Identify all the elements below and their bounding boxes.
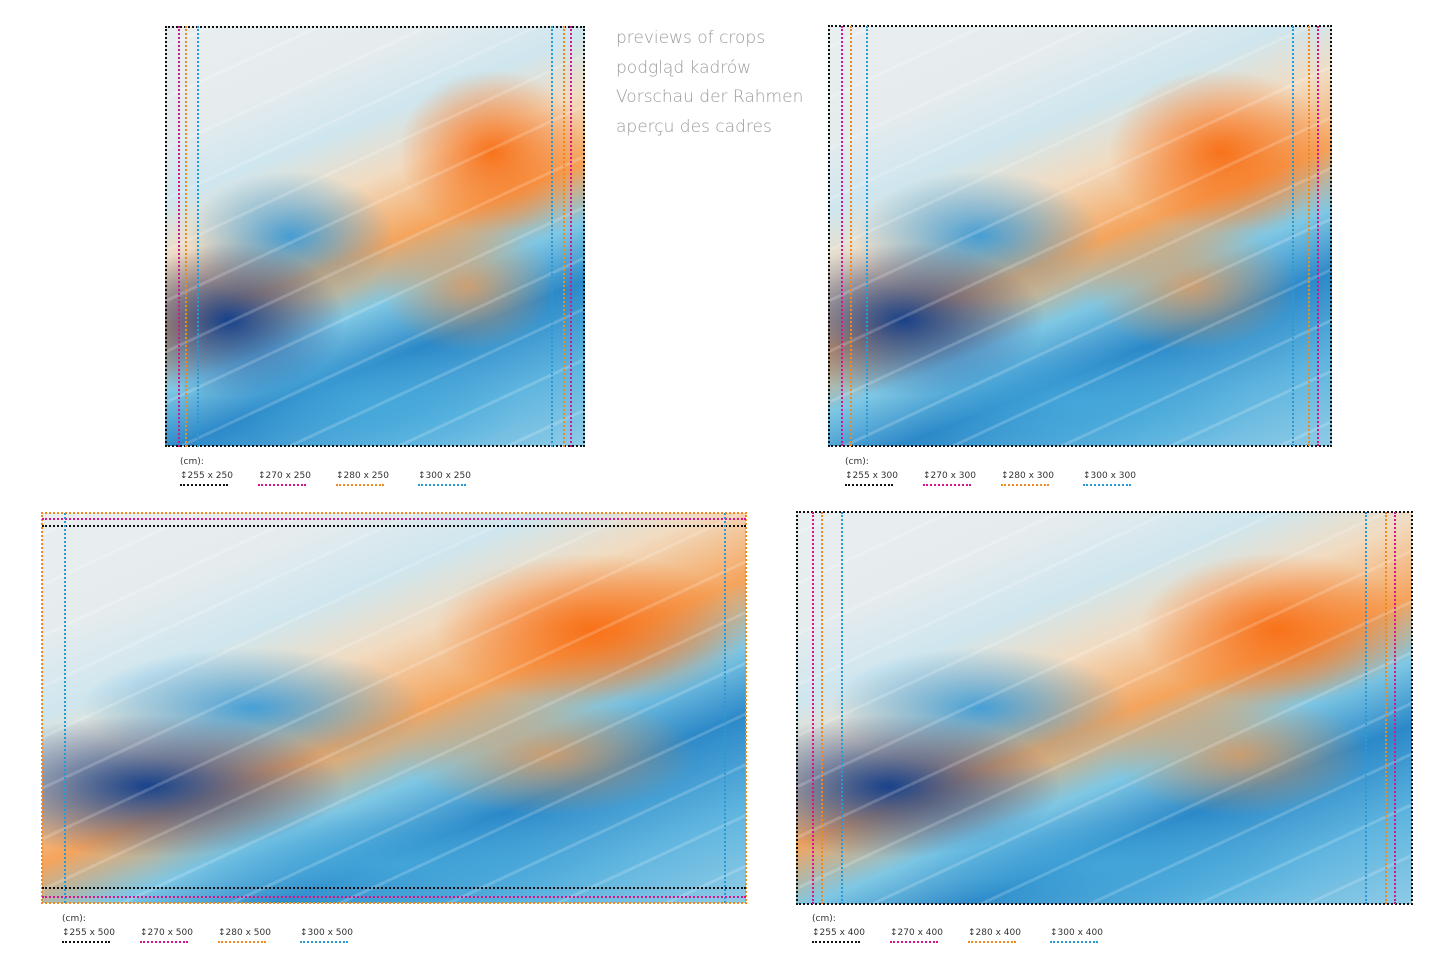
size-legend: (cm): ↕255 x 500 ↕270 x 500 ↕280 x 500 ↕… [62,914,362,950]
size-item-magenta: ↕270 x 400 [890,928,943,943]
crop-frame-orange [821,512,1387,904]
crop-frame-magenta [178,26,572,447]
crop-frame-orange [850,26,1310,446]
arrows-icon: ↕ [300,928,308,938]
size-item-orange: ↕280 x 400 [968,928,1021,943]
crop-frame-black [796,511,1413,905]
size-legend: (cm): ↕255 x 400 ↕270 x 400 ↕280 x 400 ↕… [812,914,1112,950]
artwork-image [796,512,1412,904]
size-item-black: ↕255 x 250 [180,471,233,486]
artwork-image [828,26,1332,446]
size-label: 300 x 500 [307,928,353,938]
arrows-icon: ↕ [140,928,148,938]
arrows-icon: ↕ [812,928,820,938]
heading-line-pl: podgląd kadrów [616,57,752,78]
heading-line-de: Vorschau der Rahmen [616,87,804,107]
arrows-icon: ↕ [923,471,931,481]
crop-frame-magenta [42,518,746,898]
size-label: 255 x 400 [819,928,865,938]
heading-line-fr: aperçu des cadres [616,116,772,137]
arrows-icon: ↕ [180,471,188,481]
size-label: 270 x 250 [265,471,311,481]
arrows-icon: ↕ [62,928,70,938]
size-label: 280 x 250 [343,471,389,481]
arrows-icon: ↕ [418,471,426,481]
size-label: 255 x 500 [69,928,115,938]
size-item-blue: ↕300 x 250 [418,471,471,486]
size-label: 255 x 250 [187,471,233,481]
crop-frame-blue [197,26,553,447]
unit-label: (cm): [62,914,86,924]
unit-label: (cm): [812,914,836,924]
size-label: 300 x 400 [1057,928,1103,938]
size-label: 280 x 400 [975,928,1021,938]
heading-line-en: previews of crops [616,28,766,48]
artwork-image [165,26,585,446]
arrows-icon: ↕ [968,928,976,938]
heading-text: previews of crops podgląd kadrów Vorscha… [616,24,803,142]
crop-frame-black [165,26,585,447]
size-item-black: ↕255 x 500 [62,928,115,943]
crop-frame-orange [41,512,747,904]
size-label: 300 x 250 [425,471,471,481]
size-item-magenta: ↕270 x 250 [258,471,311,486]
size-item-orange: ↕280 x 250 [336,471,389,486]
size-item-blue: ↕300 x 400 [1050,928,1103,943]
unit-label: (cm): [845,457,869,467]
arrows-icon: ↕ [218,928,226,938]
size-legend: (cm): ↕255 x 250 ↕270 x 250 ↕280 x 250 ↕… [180,457,480,493]
crop-frame-magenta [841,26,1319,446]
crop-frame-orange [185,26,565,447]
size-label: 280 x 300 [1008,471,1054,481]
crop-frame-black [828,25,1332,447]
crop-frame-blue [64,513,726,903]
size-item-blue: ↕300 x 300 [1083,471,1136,486]
size-label: 270 x 400 [897,928,943,938]
crop-frame-magenta [812,512,1396,904]
arrows-icon: ↕ [845,471,853,481]
arrows-icon: ↕ [890,928,898,938]
crop-frame-blue [866,26,1294,446]
arrows-icon: ↕ [258,471,266,481]
size-legend: (cm): ↕255 x 300 ↕270 x 300 ↕280 x 300 ↕… [845,457,1145,493]
crop-frame-black [42,525,746,889]
artwork-image [42,513,746,903]
size-item-orange: ↕280 x 500 [218,928,271,943]
size-label: 300 x 300 [1090,471,1136,481]
size-item-magenta: ↕270 x 500 [140,928,193,943]
size-label: 280 x 500 [225,928,271,938]
unit-label: (cm): [180,457,204,467]
size-item-blue: ↕300 x 500 [300,928,353,943]
size-item-black: ↕255 x 300 [845,471,898,486]
size-item-black: ↕255 x 400 [812,928,865,943]
arrows-icon: ↕ [1050,928,1058,938]
size-label: 255 x 300 [852,471,898,481]
arrows-icon: ↕ [336,471,344,481]
size-item-orange: ↕280 x 300 [1001,471,1054,486]
size-label: 270 x 300 [930,471,976,481]
arrows-icon: ↕ [1083,471,1091,481]
crop-frame-blue [841,512,1367,904]
size-item-magenta: ↕270 x 300 [923,471,976,486]
arrows-icon: ↕ [1001,471,1009,481]
size-label: 270 x 500 [147,928,193,938]
